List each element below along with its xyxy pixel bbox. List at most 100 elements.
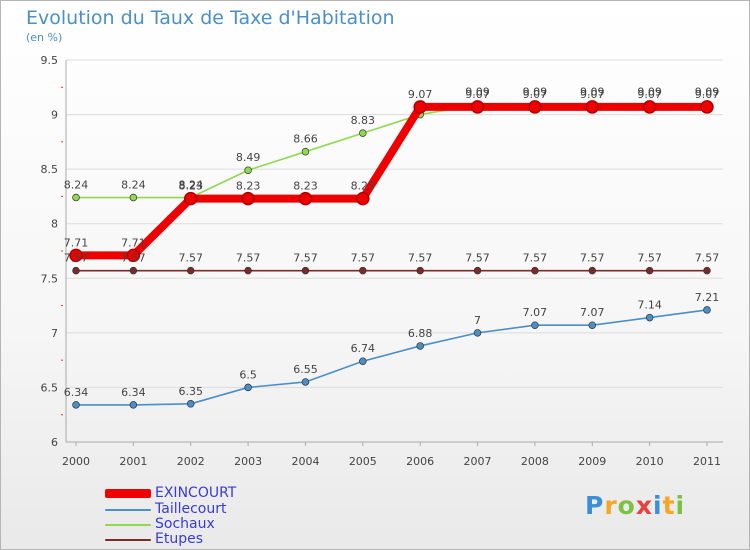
data-label: 7.57 [408, 252, 433, 265]
data-label: 6.35 [178, 385, 203, 398]
data-point [129, 193, 138, 202]
data-label: 9.07 [408, 88, 433, 101]
data-point [72, 266, 80, 275]
data-label: 9.07 [695, 88, 720, 101]
data-point [470, 100, 485, 114]
data-label: 7.57 [64, 252, 89, 265]
data-point [416, 266, 424, 275]
data-label: 9.09 [580, 86, 605, 99]
data-point [72, 193, 80, 202]
data-label: 7.07 [523, 306, 548, 319]
data-label: 8.23 [351, 180, 376, 193]
data-label: 7.57 [236, 252, 261, 265]
data-point [359, 266, 367, 275]
y-tick-label: 9.5 [41, 54, 59, 67]
chart-unit-label: (en %) [26, 31, 63, 44]
data-label: 6.88 [408, 327, 433, 340]
legend-label-exincourt: EXINCOURT [155, 485, 237, 501]
x-tick-label: 2001 [119, 455, 147, 468]
logo-letter: i [653, 491, 663, 520]
data-point [356, 191, 370, 206]
data-point [531, 321, 539, 329]
data-point [585, 100, 600, 114]
data-label: 9.07 [580, 88, 605, 101]
data-label: 7 [474, 314, 481, 327]
data-point [301, 266, 310, 275]
data-label: 8.23 [236, 180, 261, 193]
data-label: 6.34 [64, 386, 89, 399]
data-point [645, 313, 654, 322]
data-point [301, 378, 310, 386]
logo-letter: i [675, 491, 686, 520]
data-point [126, 248, 141, 263]
data-label: 7.57 [121, 252, 146, 265]
data-point [531, 266, 539, 275]
x-tick-label: 2005 [349, 455, 377, 468]
legend-swatch-taillecourt [105, 509, 151, 511]
data-label: 8.24 [64, 179, 89, 192]
y-tick-label: 7.5 [41, 272, 59, 285]
legend-label-etupes: Etupes [155, 531, 204, 547]
data-label: 6.55 [293, 363, 318, 376]
data-point [588, 321, 597, 329]
data-point [186, 266, 195, 275]
x-tick-label: 2003 [234, 455, 262, 468]
data-point [183, 191, 198, 206]
x-tick-label: 2000 [62, 455, 90, 468]
data-point [473, 329, 482, 337]
data-label: 7.21 [695, 291, 720, 304]
legend-swatch-sochaux [105, 524, 151, 526]
data-point [244, 166, 252, 174]
data-label: 8.24 [178, 179, 203, 192]
legend-label-sochaux: Sochaux [155, 516, 215, 532]
data-label: 9.09 [523, 86, 548, 99]
data-point [703, 306, 711, 314]
data-point [645, 266, 654, 275]
logo-letter: o [617, 491, 636, 520]
data-label: 7.14 [637, 299, 662, 312]
y-tick-label: 8 [51, 218, 58, 231]
data-label: 6.5 [239, 368, 257, 381]
data-label: 9.07 [465, 88, 490, 101]
data-label: 7.71 [64, 236, 89, 249]
y-tick-label: 7 [51, 327, 58, 340]
data-point [69, 248, 83, 263]
data-label: 6.74 [351, 342, 376, 355]
data-point [129, 401, 138, 409]
data-label: 9.07 [523, 88, 548, 101]
x-tick-label: 2007 [464, 455, 492, 468]
x-tick-label: 2006 [406, 455, 434, 468]
data-label: 6.34 [121, 386, 146, 399]
legend-swatch-etupes [105, 539, 151, 541]
data-label: 7.57 [637, 252, 662, 265]
data-label: 8.23 [178, 180, 203, 193]
data-label: 7.57 [351, 252, 376, 265]
data-point [413, 100, 427, 114]
data-point [244, 383, 252, 392]
data-point [244, 266, 252, 275]
data-point [129, 266, 138, 275]
x-tick-label: 2008 [521, 455, 549, 468]
data-point [301, 147, 310, 156]
data-label: 8.24 [121, 179, 146, 192]
data-label: 8.23 [293, 180, 318, 193]
data-label: 7.57 [465, 252, 490, 265]
data-label: 8.66 [293, 133, 318, 146]
data-label: 7.57 [695, 252, 720, 265]
x-tick-label: 2004 [291, 455, 319, 468]
data-point [416, 342, 424, 350]
logo-letter: P [585, 491, 605, 520]
data-label: 9.09 [465, 86, 490, 99]
data-label: 7.57 [178, 252, 203, 265]
data-point [703, 266, 711, 275]
data-label: 7.57 [293, 252, 318, 265]
y-tick-label: 6 [51, 436, 58, 449]
data-point [298, 191, 313, 206]
legend-label-taillecourt: Taillecourt [155, 501, 227, 517]
logo-letter: t [662, 491, 676, 520]
data-point [642, 100, 657, 114]
data-label: 7.71 [121, 236, 146, 249]
series-line-taillecourt [75, 309, 708, 406]
